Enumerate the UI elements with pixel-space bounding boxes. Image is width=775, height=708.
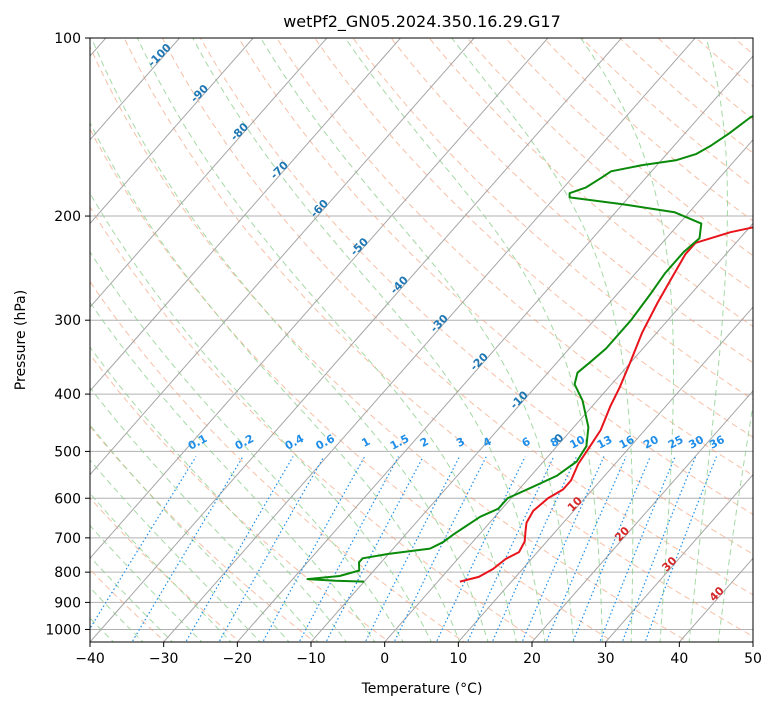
mixing-ratio-label: 20 [641, 433, 661, 452]
mixing-ratio-line [298, 456, 400, 642]
moist-adiabat [90, 192, 432, 642]
isotherm [457, 306, 753, 642]
moist-adiabat [90, 251, 404, 642]
y-tick-label: 400 [54, 387, 81, 403]
x-tick-label: 50 [744, 651, 762, 667]
moist-adiabat [717, 402, 753, 642]
isotherm [90, 38, 475, 476]
mixing-ratio-line [325, 456, 424, 642]
moist-adiabat [688, 38, 728, 642]
y-tick-label: 1000 [45, 622, 81, 638]
moist-adiabat [90, 121, 461, 642]
moist-adiabat [451, 38, 634, 642]
mixing-ratio-label: 13 [595, 433, 615, 452]
x-tick-label: 40 [670, 651, 688, 667]
isotherm [310, 138, 753, 642]
moist-adiabat [90, 386, 319, 642]
dry-adiabat [466, 38, 753, 292]
moist-adiabat [90, 424, 290, 642]
x-tick-label: 30 [597, 651, 615, 667]
y-axis-label: Pressure (hPa) [13, 290, 29, 390]
temperature-profile [459, 226, 753, 583]
x-tick-label: −20 [223, 651, 253, 667]
background-lines [90, 38, 753, 642]
mixing-ratio-label: 10 [568, 433, 588, 452]
x-tick-label: −40 [75, 651, 105, 667]
x-tick-label: 0 [380, 651, 389, 667]
y-tick-label: 200 [54, 209, 81, 225]
mixing-ratio-line [90, 456, 197, 630]
y-tick-label: 300 [54, 313, 81, 329]
y-tick-label: 700 [54, 531, 81, 547]
mixing-ratio-line [491, 456, 578, 642]
mixing-ratio-line [545, 456, 627, 642]
y-tick-label: 500 [54, 444, 81, 460]
isotherm [90, 38, 181, 141]
plot-frame [89, 37, 754, 643]
moist-adiabat [580, 38, 674, 642]
isotherm [605, 473, 753, 642]
moist-adiabat [90, 346, 347, 642]
y-tick-label: 900 [54, 595, 81, 611]
isotherm [163, 38, 696, 642]
dry-adiabat [390, 38, 753, 364]
mixing-ratio-label: 25 [666, 433, 686, 452]
dry-adiabat [161, 38, 753, 596]
isotherm [90, 38, 254, 225]
dry-adiabat [90, 128, 615, 642]
x-tick-label: 20 [523, 651, 541, 667]
isotherm [236, 55, 753, 642]
isotherm [384, 222, 753, 642]
mixing-ratio-label: 36 [707, 433, 727, 452]
y-tick-label: 600 [54, 491, 81, 507]
profile-traces [306, 115, 753, 583]
dry-adiabat [90, 353, 391, 642]
mixing-ratio-label: 30 [686, 433, 706, 452]
x-axis-label: Temperature (°C) [361, 681, 483, 697]
isotherm [90, 38, 549, 560]
dry-adiabat [90, 45, 690, 642]
mixing-ratio-label: 16 [617, 433, 637, 452]
y-tick-label: 100 [54, 31, 81, 47]
mixing-ratio-line [185, 456, 294, 642]
isotherm [90, 38, 623, 642]
x-tick-label: −30 [149, 651, 179, 667]
x-tick-label: 10 [449, 651, 467, 667]
mixing-ratio-line [262, 456, 366, 642]
dry-adiabat [428, 38, 753, 328]
moist-adiabat [91, 38, 489, 642]
isotherm [90, 38, 328, 308]
mixing-ratio-line [466, 456, 555, 642]
mixing-ratio-line [131, 456, 244, 642]
dry-adiabat [90, 497, 241, 642]
dry-adiabat [90, 206, 540, 642]
x-tick-label: −10 [296, 651, 326, 667]
dry-adiabat [199, 38, 753, 555]
axes: −40 −30 −20 −10 0 10 20 30 40 50 100 200 300 400 500 60… [45, 31, 762, 667]
moist-adiabat [260, 38, 575, 642]
mixing-ratio-line [599, 456, 676, 642]
mixing-ratio-line [621, 456, 697, 642]
chart-title: wetPf2_GN05.2024.350.16.29.G17 [283, 12, 561, 32]
dewpoint-profile [306, 115, 753, 583]
moist-adiabat [90, 459, 261, 642]
mixing-ratio-line [521, 456, 605, 642]
y-tick-label: 800 [54, 565, 81, 581]
isotherm [90, 38, 402, 392]
dry-adiabat [237, 38, 753, 515]
dry-adiabat [123, 38, 753, 637]
isotherm [531, 390, 753, 642]
moist-adiabat [136, 38, 518, 642]
dry-adiabat [90, 568, 167, 642]
dry-adiabat [90, 280, 466, 642]
mixing-ratio-line [218, 456, 325, 642]
